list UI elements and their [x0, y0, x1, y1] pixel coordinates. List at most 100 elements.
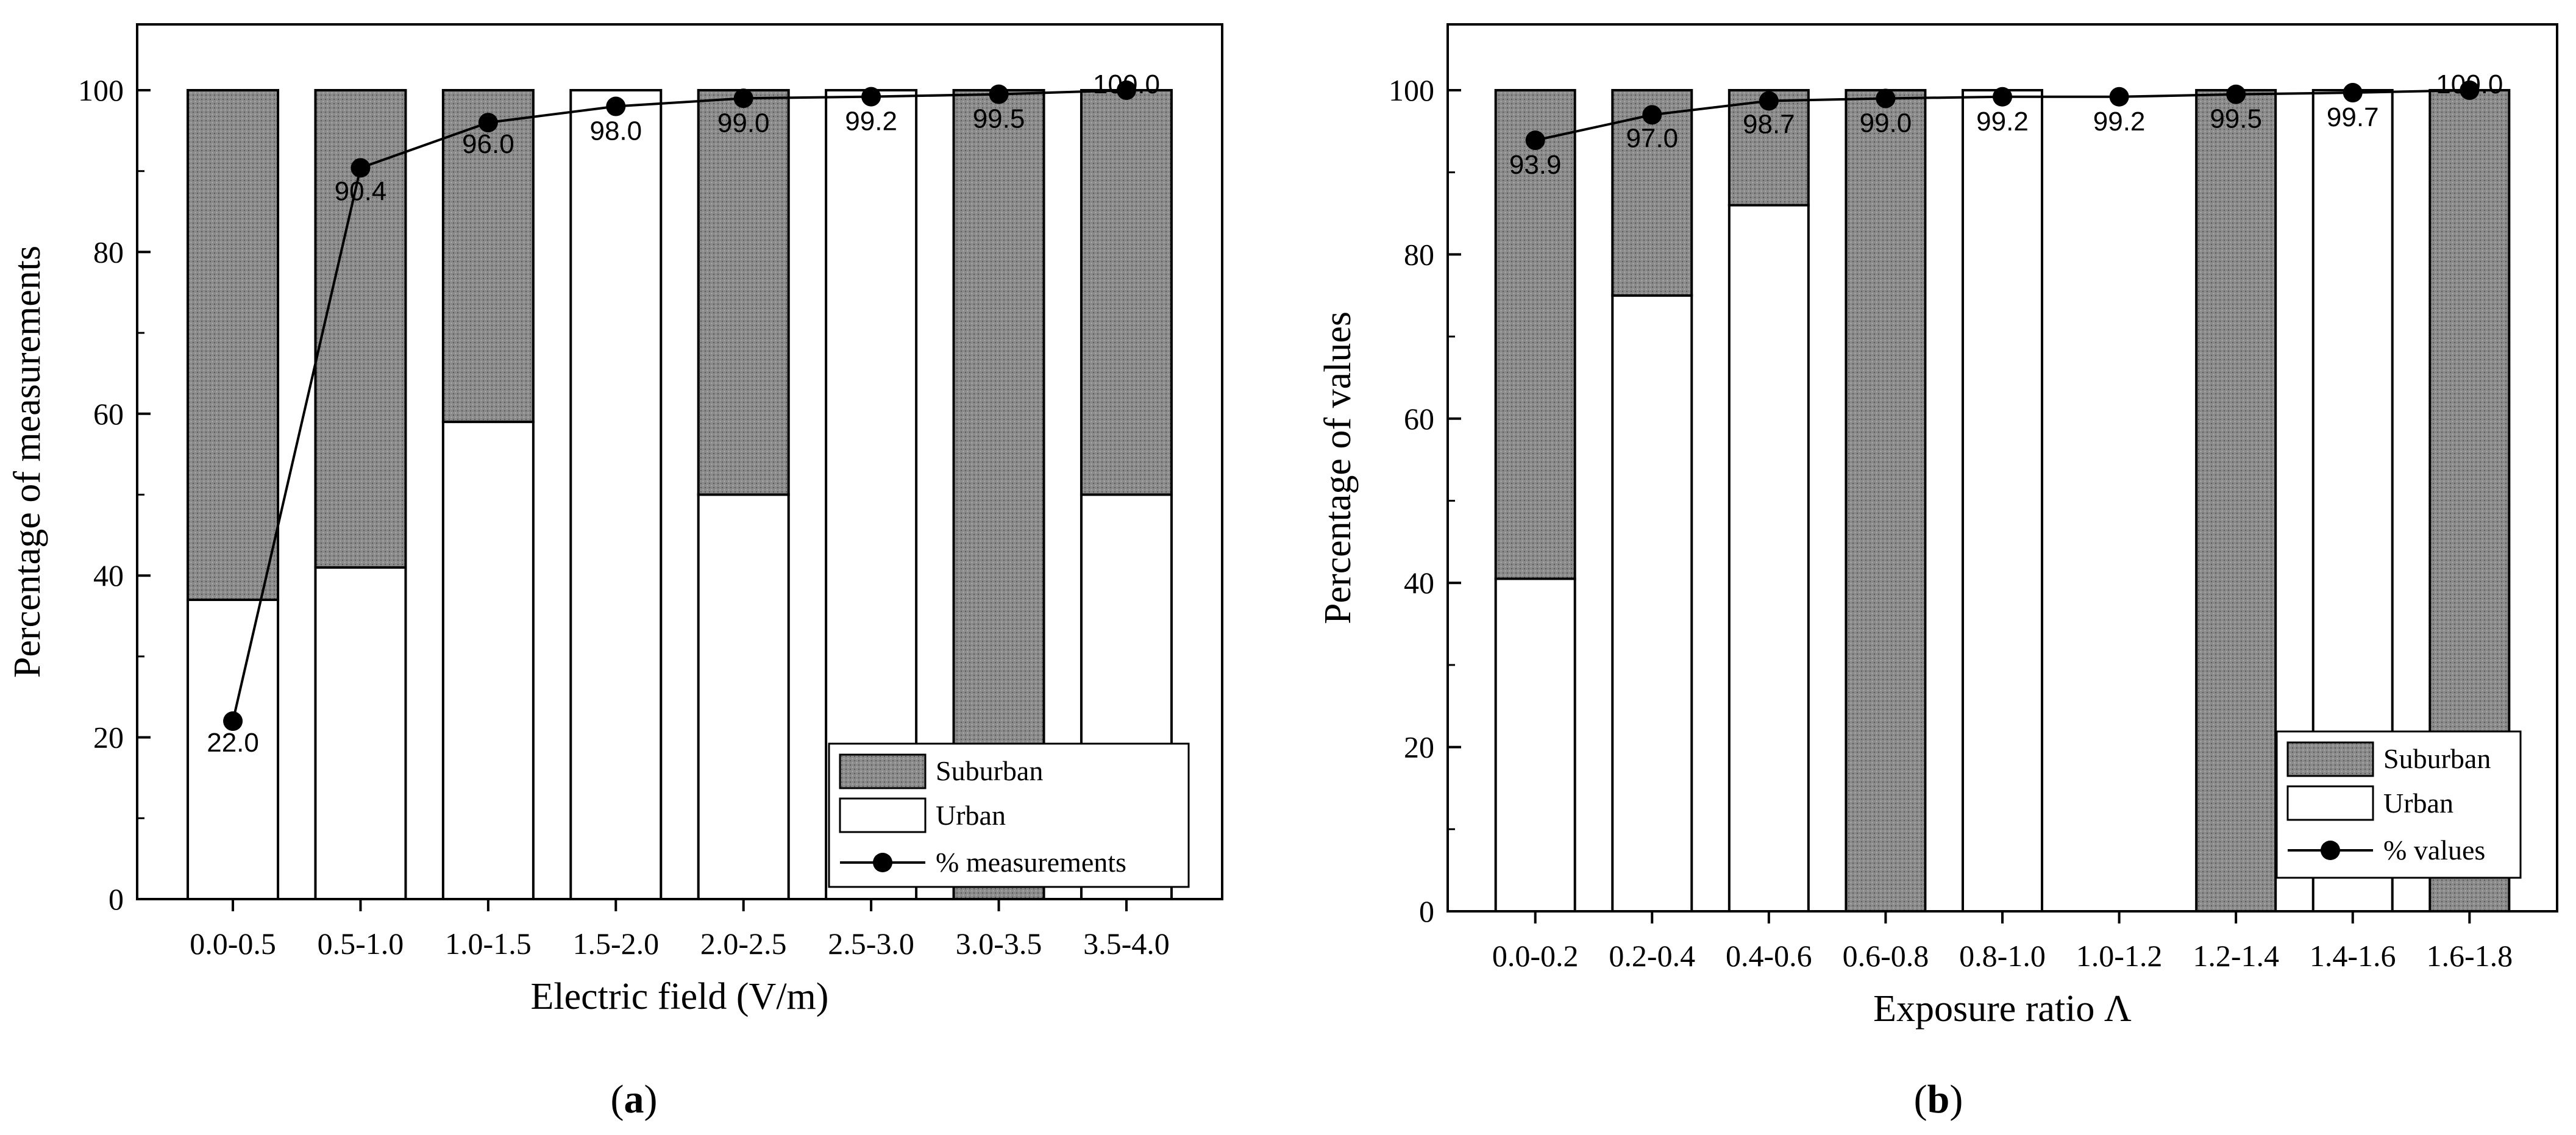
panel-a-legend-line-label: % measurements: [936, 847, 1126, 878]
panel-b-ytick-label: 60: [1404, 402, 1434, 436]
panel-b-ylabel: Percentage of values: [1317, 311, 1359, 624]
panel-a-bar-urban-3: [569, 89, 663, 900]
panel-b-xtick-label: 0.4-0.6: [1726, 939, 1812, 973]
panel-a-xtick-label: 3.5-4.0: [1083, 927, 1170, 961]
panel-b-point-label-2: 98.7: [1743, 110, 1795, 140]
panel-a-bar-urban-2: [441, 421, 535, 900]
panel-a-bar-suburban-4: [697, 89, 790, 496]
panel-b-legend-urban-swatch: [2286, 785, 2374, 821]
panel-b-bar-urban-0: [1494, 577, 1576, 913]
panel-b-bar-urban-1: [1611, 294, 1693, 913]
panel-b-point-0: [1525, 130, 1545, 151]
panel-b-legend-suburban-label: Suburban: [2383, 743, 2491, 774]
panel-a-point-label-4: 99.0: [717, 108, 770, 138]
panel-b-point-6: [2226, 84, 2246, 104]
panel-a-xlabel: Electric field (V/m): [531, 976, 829, 1017]
panel-b-xtick-label: 0.8-1.0: [1959, 939, 2046, 973]
panel-a-bar-suburban-2: [441, 89, 535, 424]
panel-a-ytick-label: 100: [78, 73, 124, 107]
panel-b-point-label-3: 99.0: [1860, 108, 1912, 138]
panel-b-point-2: [1759, 91, 1779, 111]
panel-b-xtick-label: 0.6-0.8: [1843, 939, 1929, 973]
panel-b-xtick-label: 1.4-1.6: [2310, 939, 2396, 973]
panel-b-ytick-label: 80: [1404, 237, 1434, 271]
panel-a-ytick-label: 60: [93, 397, 124, 431]
panel-b-ytick-label: 20: [1404, 730, 1434, 764]
panel-b-ytick-label: 40: [1404, 566, 1434, 600]
panel-b-xtick-label: 1.2-1.4: [2193, 939, 2279, 973]
panel-b-point-label-1: 97.0: [1626, 123, 1678, 153]
panel-b-caption: (b): [1914, 1077, 1963, 1122]
panel-a-cumulative-line: [232, 89, 1127, 722]
panel-a-bar-urban-4: [697, 493, 790, 900]
panel-a-legend-line-marker: [873, 853, 892, 872]
panel-a-xtick-label: 0.0-0.5: [190, 927, 276, 961]
panel-b-xtick-label: 0.0-0.2: [1492, 939, 1579, 973]
panel-b-point-5: [2109, 87, 2129, 107]
panel-a-point-5: [861, 87, 881, 107]
panel-a-xtick-label: 1.5-2.0: [572, 927, 659, 961]
panel-a-frame: [136, 23, 1223, 900]
panel-a-point-label-1: 90.4: [335, 176, 387, 206]
panel-b-bar-suburban-6: [2195, 89, 2277, 913]
panel-a-ytick-label: 40: [93, 558, 124, 592]
panel-b-point-8: [2460, 80, 2480, 100]
panel-b-point-label-6: 99.5: [2210, 104, 2262, 134]
panel-b-bar-suburban-0: [1494, 89, 1576, 580]
panel-a-point-3: [606, 96, 626, 116]
panel-b-xtick-label: 1.0-1.2: [2076, 939, 2163, 973]
panel-a-xtick-label: 0.5-1.0: [318, 927, 404, 961]
panel-a-bar-suburban-0: [187, 89, 280, 602]
panel-b-bar-suburban-2: [1727, 89, 1810, 207]
panel-a-bar-urban-0: [187, 599, 280, 900]
panel-b-xtick-label: 0.2-0.4: [1609, 939, 1695, 973]
panel-b-point-3: [1876, 88, 1896, 109]
panel-b-ytick-label: 100: [1389, 73, 1434, 107]
panel-b-point-label-4: 99.2: [1976, 107, 2029, 137]
panel-a-point-7: [1116, 80, 1136, 100]
panel-a-point-label-3: 98.0: [589, 116, 642, 146]
panel-a-point-2: [478, 113, 498, 133]
chart-panel-a: 0 20 40 60 80 100 0.0-0.5 0.5-1.0 1.0-1.5 1.5-2.0…: [7, 23, 1223, 1122]
panel-b-bar-urban-4: [1962, 89, 2043, 913]
panel-a-legend-suburban-label: Suburban: [936, 755, 1043, 786]
panel-b-point-label-5: 99.2: [2093, 107, 2146, 137]
panel-b-point-label-8: 100.0: [2436, 69, 2503, 99]
panel-a-legend-suburban-swatch: [839, 753, 927, 789]
panel-a-ytick-label: 0: [109, 882, 124, 916]
panel-a-point-label-2: 96.0: [462, 129, 514, 159]
chart-panel-b: 0 20 40 60 80 100 0.0-0.2 0.2-0.4 0.4-0.6 0.6-0.8…: [1317, 23, 2558, 1122]
panel-a-bar-suburban-7: [1080, 89, 1173, 496]
panel-a-point-0: [223, 711, 243, 731]
panel-a-xtick-label: 2.5-3.0: [828, 927, 914, 961]
panel-b-bar-suburban-3: [1845, 89, 1927, 913]
panel-b-ytick-label: 0: [1419, 894, 1434, 928]
panel-a-caption: (a): [611, 1077, 658, 1122]
panel-a-xtick-label: 3.0-3.5: [956, 927, 1042, 961]
panel-b-legend-suburban-swatch: [2286, 741, 2374, 777]
panel-a-point-4: [733, 88, 753, 109]
panel-a-point-label-5: 99.2: [845, 107, 897, 137]
panel-a-point-label-6: 99.5: [973, 104, 1025, 134]
panel-a-ytick-label: 20: [93, 720, 124, 755]
panel-b-point-1: [1642, 105, 1662, 125]
panel-b-point-label-7: 99.7: [2327, 102, 2379, 132]
panel-b-xlabel: Exposure ratio Λ: [1873, 988, 2132, 1030]
panel-a-legend-urban-swatch: [839, 797, 927, 833]
panel-a-point-label-7: 100.0: [1093, 69, 1160, 99]
panel-b-bar-urban-2: [1727, 204, 1810, 913]
panel-b-legend-line-label: % values: [2383, 834, 2485, 866]
panel-b-legend-urban-label: Urban: [2383, 788, 2453, 819]
panel-b-point-4: [1993, 87, 2012, 107]
panel-a-ylabel: Percentage of measurements: [7, 246, 48, 678]
panel-a-point-label-0: 22.0: [207, 728, 259, 758]
panel-a-point-6: [989, 84, 1009, 104]
panel-a-ytick-label: 80: [93, 235, 124, 269]
panel-a-bar-urban-1: [314, 566, 407, 900]
panel-a-point-1: [350, 158, 371, 178]
panel-b-point-7: [2343, 83, 2363, 103]
panel-a-xtick-label: 2.0-2.5: [700, 927, 787, 961]
panel-b-point-label-0: 93.9: [1509, 150, 1562, 180]
panel-a-xtick-label: 1.0-1.5: [445, 927, 532, 961]
